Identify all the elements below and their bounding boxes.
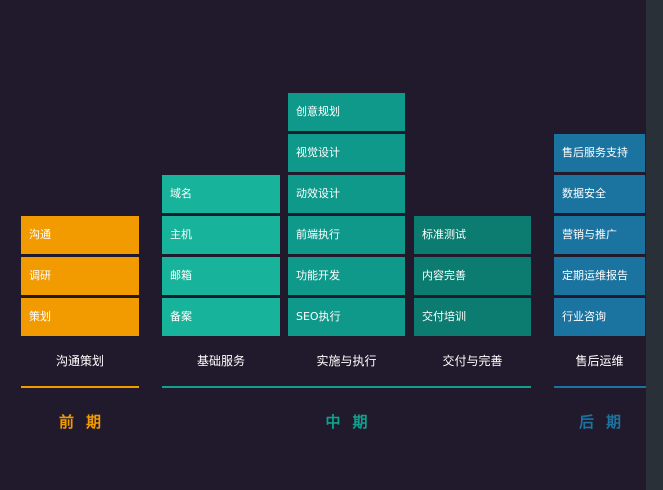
stage-item: 营销与推广 bbox=[554, 216, 645, 254]
stage-item: 内容完善 bbox=[414, 257, 531, 295]
column-title: 交付与完善 bbox=[442, 354, 503, 368]
phase-label: 中期 bbox=[325, 413, 380, 431]
column-title: 基础服务 bbox=[196, 354, 245, 368]
stage-item: 前端执行 bbox=[288, 216, 405, 254]
stage-item: 数据安全 bbox=[554, 175, 645, 213]
right-edge-bar bbox=[646, 0, 663, 490]
phase-label: 后期 bbox=[578, 413, 633, 431]
column-title: 沟通策划 bbox=[55, 354, 104, 368]
stage-item: 售后服务支持 bbox=[554, 134, 645, 172]
column-title: 实施与执行 bbox=[316, 354, 377, 368]
stage-item: 沟通 bbox=[21, 216, 139, 254]
stage-item: 备案 bbox=[162, 298, 280, 336]
stage-item: 功能开发 bbox=[288, 257, 405, 295]
stage-item: 调研 bbox=[21, 257, 139, 295]
stage-item: 定期运维报告 bbox=[554, 257, 645, 295]
stage-item: 创意规划 bbox=[288, 93, 405, 131]
column-title: 售后运维 bbox=[575, 354, 624, 368]
stage-item: 邮箱 bbox=[162, 257, 280, 295]
stage-item: 主机 bbox=[162, 216, 280, 254]
stage-item: 交付培训 bbox=[414, 298, 531, 336]
stage-item: 动效设计 bbox=[288, 175, 405, 213]
stage-item: 视觉设计 bbox=[288, 134, 405, 172]
stage-item: SEO执行 bbox=[288, 298, 405, 336]
stage-item: 标准测试 bbox=[414, 216, 531, 254]
stage-item: 域名 bbox=[162, 175, 280, 213]
stage-item: 行业咨询 bbox=[554, 298, 645, 336]
phase-divider-line bbox=[554, 386, 646, 388]
stage-item: 策划 bbox=[21, 298, 139, 336]
phase-divider-line bbox=[162, 386, 531, 388]
phase-divider-line bbox=[21, 386, 139, 388]
phase-label: 前期 bbox=[58, 413, 113, 431]
